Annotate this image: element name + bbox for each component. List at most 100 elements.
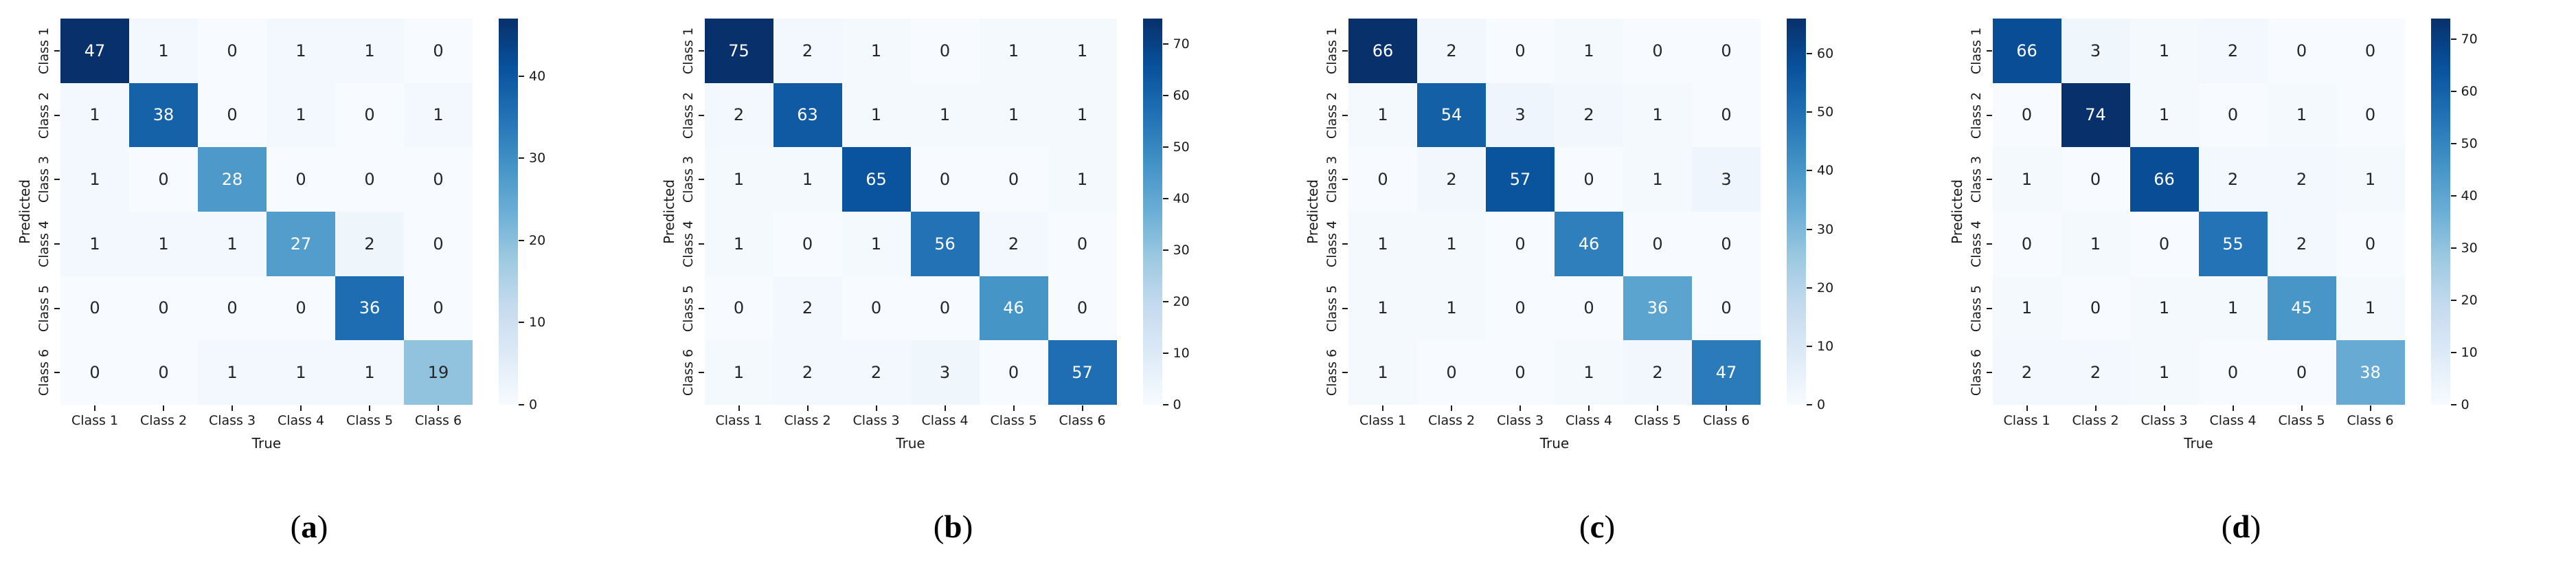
matrix-cell: 2: [773, 19, 842, 83]
colorbar-tick-mark: [1162, 95, 1168, 97]
cell-value: 0: [1515, 298, 1526, 318]
cell-value: 3: [1721, 170, 1732, 190]
cell-value: 2: [802, 41, 813, 60]
confusion-matrix-panel: Predicted 66 2 0 1 0 0 1 54 3 2 1 0 0 2 57 0 1 3 1 1 0 46 0 0 1 1…: [1288, 0, 1932, 580]
colorbar-tick-mark: [1807, 170, 1812, 172]
cell-value: 1: [364, 363, 375, 383]
colorbar-tick-mark: [1807, 111, 1812, 113]
y-axis-label: Predicted: [16, 179, 33, 244]
caption-paren: (: [2221, 509, 2233, 545]
matrix-cell: 63: [773, 82, 842, 148]
x-tick-mark: [1382, 405, 1383, 411]
colorbar-tick-label: 10: [1817, 338, 1834, 354]
matrix-cell: 0: [404, 147, 473, 212]
matrix-cell: 1: [1048, 147, 1117, 212]
colorbar-tick-mark: [1162, 301, 1168, 303]
matrix-cell: 1: [2129, 276, 2199, 341]
x-tick-label: Class 3: [1496, 413, 1544, 428]
cell-value: 1: [227, 234, 238, 254]
matrix-cell: 1: [1992, 147, 2061, 212]
y-tick-label: Class 2: [36, 91, 52, 139]
y-tick-mark: [1342, 307, 1348, 309]
cell-value: 0: [2364, 234, 2376, 254]
matrix-cell: 66: [2129, 147, 2199, 212]
cell-value: 0: [227, 298, 238, 318]
matrix-cell: 38: [2336, 340, 2405, 405]
matrix-cell: 1: [2129, 82, 2199, 148]
cell-value: 1: [870, 234, 882, 254]
cell-value: 1: [295, 363, 306, 383]
cell-value: 47: [1715, 363, 1737, 383]
y-tick-mark: [1342, 372, 1348, 374]
matrix-cell: 1: [1417, 276, 1486, 341]
matrix-cell: 2: [773, 276, 842, 341]
matrix-cell: 0: [1992, 82, 2061, 148]
matrix-cell: 66: [1992, 19, 2061, 83]
colorbar-tick-mark: [1807, 404, 1812, 405]
colorbar-tick-label: 0: [1817, 397, 1826, 412]
y-tick-label: Class 6: [1324, 349, 1340, 397]
cell-value: 74: [2085, 105, 2106, 125]
colorbar-tick-label: 30: [1817, 221, 1834, 237]
panel-caption: (d): [1932, 509, 2551, 546]
colorbar-tick-label: 0: [1173, 397, 1182, 412]
cell-value: 28: [221, 170, 243, 190]
matrix-cell: 0: [910, 147, 980, 212]
matrix-cell: 1: [704, 340, 773, 405]
matrix-cell: 3: [2061, 19, 2130, 83]
matrix-cell: 28: [198, 147, 267, 212]
panel-caption: (c): [1288, 509, 1906, 546]
x-axis-label: True: [251, 435, 282, 451]
x-tick-mark: [1657, 405, 1658, 411]
cell-value: 0: [2296, 41, 2307, 60]
matrix-cell: 2: [2267, 147, 2336, 212]
cell-value: 1: [1076, 41, 1088, 60]
cell-value: 1: [1652, 170, 1663, 190]
y-axis-label: Predicted: [1948, 179, 1965, 244]
matrix-cell: 1: [1555, 340, 1623, 405]
x-tick-label: Class 2: [139, 413, 188, 428]
matrix-cell: 65: [841, 147, 911, 212]
x-tick-label: Class 4: [1565, 413, 1613, 428]
colorbar-tick-mark: [2450, 247, 2456, 249]
confusion-matrix-panel: Predicted 47 1 0 1 1 0 1 38 0 1 0 1 1 0 28 0 0 0 1 1 1 27 2 0 0 0…: [0, 0, 644, 580]
cell-value: 0: [295, 170, 306, 190]
cell-value: 1: [89, 105, 100, 125]
cell-value: 1: [1377, 234, 1388, 254]
cell-value: 57: [1509, 170, 1531, 190]
matrix-cell: 1: [1048, 19, 1117, 83]
cell-value: 66: [2016, 41, 2037, 60]
matrix-cell: 1: [60, 147, 129, 212]
cell-value: 1: [733, 170, 745, 190]
matrix-cell: 1: [841, 82, 911, 148]
colorbar-tick-label: 20: [1173, 294, 1190, 310]
x-tick-mark: [1588, 405, 1590, 411]
x-tick-label: Class 6: [2347, 413, 2394, 428]
matrix-cell: 47: [1692, 340, 1761, 405]
x-tick-label: Class 4: [921, 413, 969, 428]
cell-value: 57: [1072, 363, 1093, 383]
cell-value: 1: [802, 170, 813, 190]
colorbar-tick-label: 20: [529, 232, 546, 248]
cell-value: 0: [2021, 105, 2033, 125]
colorbar-tick-label: 40: [1817, 163, 1834, 179]
matrix-cell: 0: [129, 147, 198, 212]
cell-value: 1: [2158, 105, 2170, 125]
caption-paren: ): [962, 509, 973, 545]
matrix-cell: 0: [841, 276, 911, 341]
matrix-cell: 1: [2267, 82, 2336, 148]
matrix-cell: 0: [1555, 147, 1623, 212]
cell-value: 1: [295, 105, 306, 125]
matrix-cell: 0: [2129, 211, 2199, 276]
x-tick-mark: [2094, 405, 2097, 411]
matrix-cell: 0: [1623, 19, 1692, 83]
matrix-cell: 1: [841, 19, 911, 83]
cell-value: 0: [89, 298, 100, 318]
matrix-cell: 1: [1992, 276, 2061, 341]
matrix-cell: 1: [129, 19, 198, 83]
cell-value: 0: [1008, 363, 1019, 383]
matrix-cell: 2: [2198, 147, 2268, 212]
cell-value: 0: [364, 105, 375, 125]
x-tick-mark: [944, 405, 946, 411]
x-tick-label: Class 1: [71, 413, 119, 428]
